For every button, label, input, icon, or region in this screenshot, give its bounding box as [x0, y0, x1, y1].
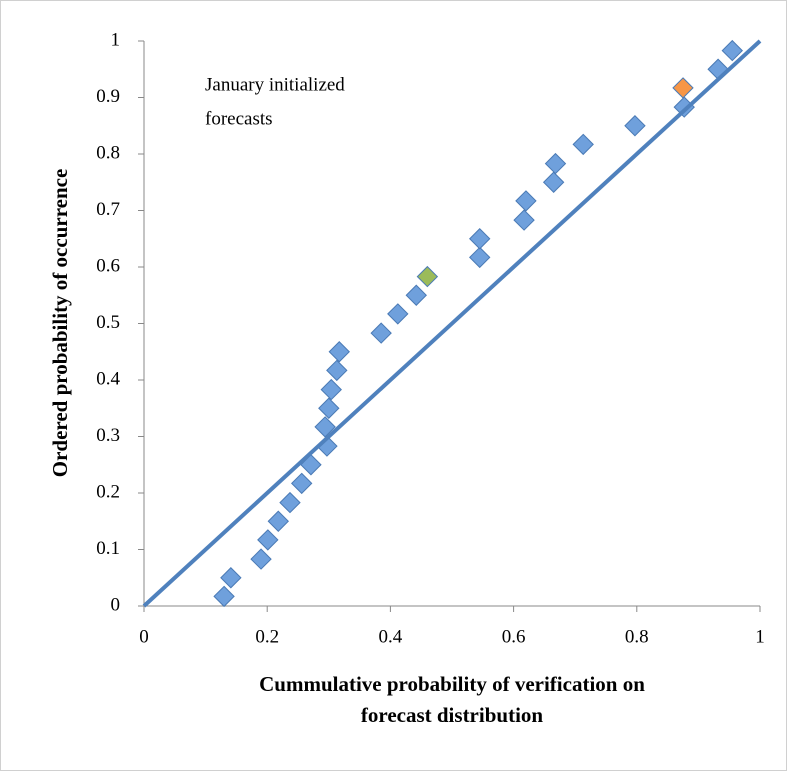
- y-tick-label: 0: [111, 594, 121, 615]
- data-point: [267, 510, 289, 532]
- data-point: [279, 491, 301, 514]
- data-point: [326, 359, 348, 382]
- data-point: [250, 548, 272, 570]
- data-point: [721, 39, 743, 62]
- data-point: [213, 585, 235, 608]
- y-tick-label: 0.7: [96, 199, 120, 220]
- x-tick-label: 0.6: [502, 626, 526, 647]
- x-tick-label: 0.8: [625, 626, 649, 647]
- y-tick-label: 0.8: [96, 142, 120, 163]
- data-point: [320, 378, 342, 401]
- data-point: [624, 115, 646, 137]
- annotation: forecasts: [205, 108, 273, 129]
- y-axis-label: Ordered probability of occurrence: [48, 169, 72, 478]
- data-point: [257, 529, 279, 551]
- y-tick-label: 0.4: [96, 368, 120, 389]
- y-tick-label: 0.1: [96, 538, 120, 559]
- y-tick-label: 0.9: [96, 86, 120, 107]
- data-point: [318, 397, 340, 419]
- data-point: [290, 472, 313, 495]
- reference-line: [142, 39, 762, 608]
- data-point: [544, 152, 567, 175]
- annotation: January initialized: [205, 74, 345, 95]
- data-point: [370, 322, 392, 344]
- data-point: [672, 77, 694, 99]
- y-tick-label: 1: [111, 29, 121, 50]
- data-point: [515, 190, 537, 212]
- x-tick-label: 0.2: [255, 626, 279, 647]
- data-point: [469, 246, 491, 269]
- data-point: [220, 567, 242, 589]
- x-tick-label: 0.4: [379, 626, 403, 647]
- data-point: [405, 284, 427, 306]
- x-axis-label: forecast distribution: [361, 703, 544, 727]
- data-point: [542, 171, 565, 193]
- y-tick-label: 0.3: [96, 425, 120, 446]
- y-tick-label: 0.6: [96, 255, 120, 276]
- x-axis-label: Cummulative probability of verification …: [259, 672, 645, 696]
- data-point: [469, 228, 491, 250]
- data-point: [513, 209, 535, 231]
- data-point: [387, 303, 409, 325]
- y-tick-label: 0.5: [96, 312, 120, 333]
- y-tick-label: 0.2: [96, 481, 120, 502]
- data-point: [328, 341, 350, 363]
- x-tick-label: 0: [139, 626, 149, 647]
- x-tick-label: 1: [755, 626, 765, 647]
- data-point: [572, 133, 594, 156]
- data-point: [314, 416, 336, 438]
- data-point: [416, 265, 439, 288]
